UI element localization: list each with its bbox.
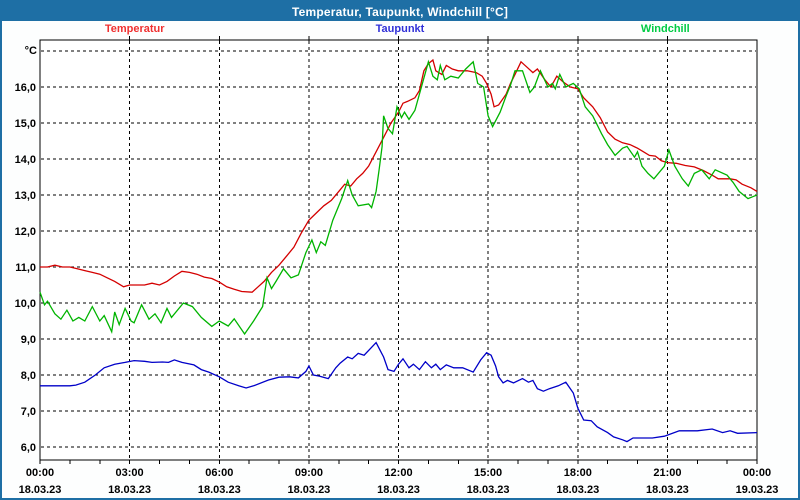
x-axis-time-label: 21:00 bbox=[653, 467, 681, 479]
y-axis-tick-label: 12,0 bbox=[15, 226, 36, 238]
legend-item-taupunkt: Taupunkt bbox=[375, 23, 425, 35]
y-axis-tick-label: 9,0 bbox=[21, 334, 36, 346]
x-axis-time-label: 15:00 bbox=[474, 467, 502, 479]
x-axis-date-label: 18.03.23 bbox=[377, 484, 420, 496]
y-axis-tick-label: 7,0 bbox=[21, 406, 36, 418]
x-axis-date-label: 18.03.23 bbox=[287, 484, 330, 496]
legend-item-temperatur: Temperatur bbox=[104, 23, 165, 35]
windchill-line bbox=[39, 59, 758, 336]
x-axis-time-label: 00:00 bbox=[743, 467, 771, 479]
x-axis-time-label: 12:00 bbox=[384, 467, 412, 479]
x-axis-date-label: 18.03.23 bbox=[19, 484, 62, 496]
y-axis-tick-label: 10,0 bbox=[15, 298, 36, 310]
x-axis-time-label: 18:00 bbox=[564, 467, 592, 479]
x-axis-time-label: 06:00 bbox=[205, 467, 233, 479]
x-axis-date-label: 18.03.23 bbox=[467, 484, 510, 496]
chart-legend: Temperatur Taupunkt Windchill bbox=[2, 23, 798, 38]
y-axis-tick-label: 6,0 bbox=[21, 442, 36, 454]
x-axis-time-label: 00:00 bbox=[26, 467, 54, 479]
window-title: Temperatur, Taupunkt, Windchill [°C] bbox=[291, 4, 509, 19]
y-axis-tick-label: 16,0 bbox=[15, 82, 36, 94]
x-axis-date-label: 18.03.23 bbox=[646, 484, 689, 496]
temperatur-line bbox=[40, 58, 758, 293]
window-titlebar: Temperatur, Taupunkt, Windchill [°C] bbox=[2, 2, 798, 21]
x-axis-date-label: 18.03.23 bbox=[198, 484, 241, 496]
y-axis-tick-label: 15,0 bbox=[15, 118, 36, 130]
plot-border bbox=[39, 39, 758, 461]
x-axis-time-label: 09:00 bbox=[295, 467, 323, 479]
y-axis-unit-label: °C bbox=[25, 45, 37, 57]
x-axis-date-label: 18.03.23 bbox=[556, 484, 599, 496]
legend-item-windchill: Windchill bbox=[640, 23, 690, 35]
x-axis-date-label: 18.03.23 bbox=[108, 484, 151, 496]
y-axis-tick-label: 13,0 bbox=[15, 190, 36, 202]
y-axis-tick-label: 8,0 bbox=[21, 370, 36, 382]
y-axis-tick-label: 14,0 bbox=[15, 154, 36, 166]
taupunkt-line bbox=[40, 341, 758, 443]
y-axis-tick-label: 11,0 bbox=[15, 262, 36, 274]
x-axis-time-label: 03:00 bbox=[116, 467, 144, 479]
x-axis-date-label: 19.03.23 bbox=[736, 484, 779, 496]
